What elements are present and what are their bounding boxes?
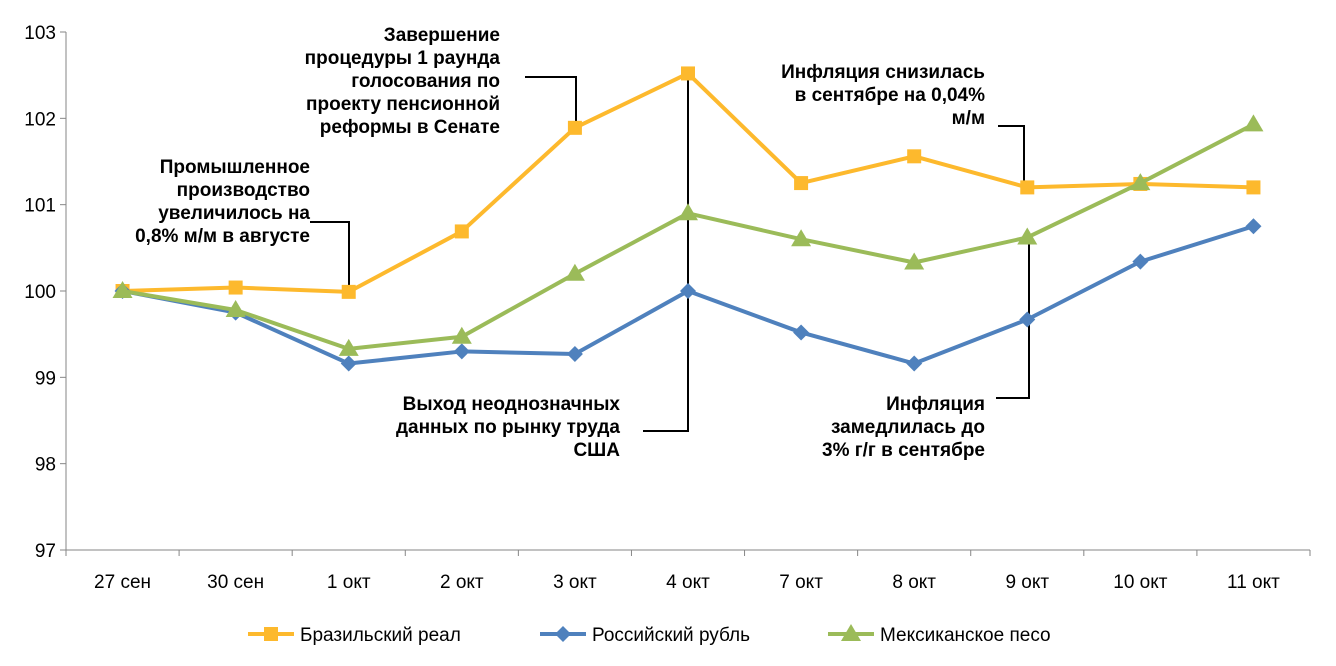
annotation-line: Промышленное	[160, 157, 310, 178]
data-point-triangle	[1243, 114, 1264, 132]
annotation-line: проекту пенсионной	[306, 94, 500, 115]
data-point-triangle	[678, 203, 698, 221]
x-tick-label: 10 окт	[1113, 572, 1168, 593]
series-group	[112, 114, 1264, 356]
annotation-leader-line	[996, 237, 1030, 399]
y-tick-label: 98	[35, 455, 56, 476]
data-point-square	[794, 176, 809, 191]
annotation-line: 3% г/г в сентябре	[822, 440, 985, 461]
legend-item: Мексиканское песо	[828, 624, 1051, 646]
annotation-leaders	[310, 73, 1030, 432]
y-tick-label: 103	[24, 23, 56, 44]
y-tick-label: 100	[24, 282, 56, 303]
annotation-line: Инфляция снизилась	[781, 62, 985, 83]
annotation-line: Инфляция	[886, 394, 985, 415]
annotation-line: 0,8% м/м в августе	[135, 226, 310, 247]
annotation-leader-line	[998, 125, 1025, 188]
legend-item: Бразильский реал	[248, 625, 461, 646]
annotation-text: Завершение процедуры 1 раунда голосования …	[305, 25, 501, 138]
data-point-square	[1020, 180, 1035, 195]
annotation-line: США	[573, 440, 620, 461]
annotation-line: в сентябре на 0,04%	[795, 85, 985, 106]
data-point-diamond	[1245, 218, 1262, 235]
legend-label: Мексиканское песо	[880, 625, 1051, 646]
x-tick-label: 4 окт	[666, 572, 710, 593]
data-point-square	[1246, 180, 1261, 195]
annotation-line: реформы в Сенате	[320, 117, 500, 138]
legend-label: Российский рубль	[592, 625, 750, 646]
annotation-text: Промышленное производство увеличилось на 0,…	[135, 157, 310, 247]
annotation-text: Инфляция замедлилась до 3% г/г в сентябре	[822, 394, 985, 461]
data-point-triangle	[1017, 227, 1038, 245]
x-tick-label: 2 окт	[440, 572, 484, 593]
data-point-triangle	[338, 338, 359, 356]
data-point-triangle	[904, 252, 925, 270]
x-tick-label: 9 окт	[1005, 572, 1049, 593]
annotation-line: увеличилось на	[158, 203, 310, 224]
data-point-square	[567, 120, 582, 135]
legend-item: Российский рубль	[540, 625, 750, 646]
data-point-diamond	[566, 346, 583, 363]
annotation-text: Выход неоднозначных данных по рынку труда…	[396, 394, 620, 461]
data-point-diamond	[793, 324, 810, 341]
x-tick-label: 8 окт	[892, 572, 936, 593]
data-point-triangle	[1130, 173, 1151, 191]
data-point-triangle	[451, 326, 472, 344]
y-tick-label: 101	[24, 196, 56, 217]
series-layer	[112, 66, 1264, 372]
data-point-square	[341, 284, 356, 299]
data-point-diamond	[453, 343, 470, 360]
data-point-diamond	[680, 283, 696, 299]
x-tick-label: 1 окт	[327, 572, 371, 593]
axes: 97 98 99 100 101 102 103 27 сен 30 сен 1 окт 2 окт…	[24, 23, 1311, 593]
annotation-leader-line	[643, 73, 689, 432]
data-point-triangle	[564, 263, 585, 281]
data-point-square	[907, 149, 922, 164]
x-tick-label: 7 окт	[779, 572, 823, 593]
annotation-leader-line	[310, 221, 350, 292]
legend: Бразильский реал Российский рубль Мексикан…	[248, 624, 1051, 646]
y-tick-label: 99	[35, 368, 56, 389]
data-point-square	[264, 627, 278, 641]
data-point-diamond	[1132, 253, 1149, 270]
annotation-line: замедлилась до	[831, 417, 985, 438]
annotation-leader-line	[525, 76, 577, 128]
data-point-triangle	[225, 299, 246, 317]
x-tick-label: 3 окт	[553, 572, 597, 593]
data-point-diamond	[340, 355, 357, 372]
x-tick-label: 27 сен	[94, 572, 151, 593]
y-tick-label: 97	[35, 541, 56, 562]
annotation-line: м/м	[952, 108, 985, 129]
annotation-text: Инфляция снизилась в сентябре на 0,04% м/м	[781, 62, 985, 129]
data-point-square	[454, 224, 469, 239]
annotation-line: производство	[177, 180, 310, 201]
data-point-diamond	[555, 626, 571, 642]
y-tick-label: 102	[24, 109, 56, 130]
annotation-line: процедуры 1 раунда	[305, 48, 501, 69]
annotation-line: Выход неоднозначных	[403, 394, 621, 415]
annotation-line: данных по рынку труда	[396, 417, 620, 438]
x-tick-label: 30 сен	[207, 572, 264, 593]
x-tick-label: 11 окт	[1227, 572, 1280, 593]
data-point-triangle	[841, 624, 861, 641]
data-point-triangle	[791, 229, 812, 247]
annotation-line: голосования по	[351, 71, 500, 92]
data-point-diamond	[1019, 311, 1036, 328]
data-point-diamond	[906, 355, 923, 372]
legend-label: Бразильский реал	[300, 625, 461, 646]
annotation-line: Завершение	[384, 25, 500, 46]
data-point-square	[228, 280, 243, 295]
annotation-texts: Промышленное производство увеличилось на 0,…	[135, 25, 985, 461]
data-point-square	[681, 66, 695, 81]
data-point-triangle	[112, 281, 133, 298]
series-group	[114, 218, 1262, 372]
